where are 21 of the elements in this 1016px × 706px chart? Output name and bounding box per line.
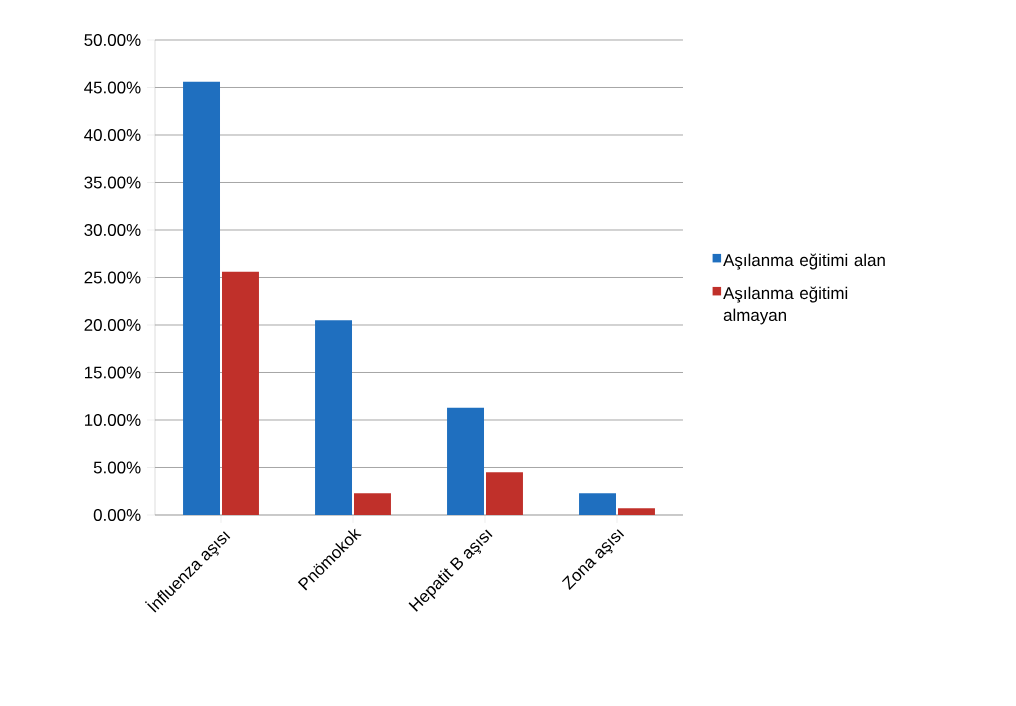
bar: [222, 271, 259, 515]
y-tick-label: 25.00%: [84, 271, 141, 284]
y-tick-label: 35.00%: [84, 176, 141, 189]
legend-label: Aşılanma eğitimi almayan: [723, 286, 848, 325]
y-tick-label: 15.00%: [85, 366, 141, 379]
bar: [618, 508, 655, 515]
bar: [315, 320, 352, 515]
y-tick-label: 5.00%: [93, 461, 141, 474]
y-tick-label: 30.00%: [84, 224, 141, 236]
y-tick-label: 50.00%: [84, 34, 141, 46]
y-tick-label: 20.00%: [84, 319, 141, 331]
y-tick-label: 10.00%: [85, 414, 141, 426]
bar: [579, 493, 616, 515]
y-tick-label: 45.00%: [84, 81, 141, 94]
bar: [486, 472, 523, 515]
bar: [447, 407, 484, 515]
y-tick-label: 40.00%: [84, 129, 141, 141]
y-tick-label: 0.00%: [93, 509, 141, 521]
legend-label: Aşılanma eğitimi alan: [723, 253, 885, 270]
bar: [354, 493, 391, 515]
bar: [183, 81, 220, 515]
